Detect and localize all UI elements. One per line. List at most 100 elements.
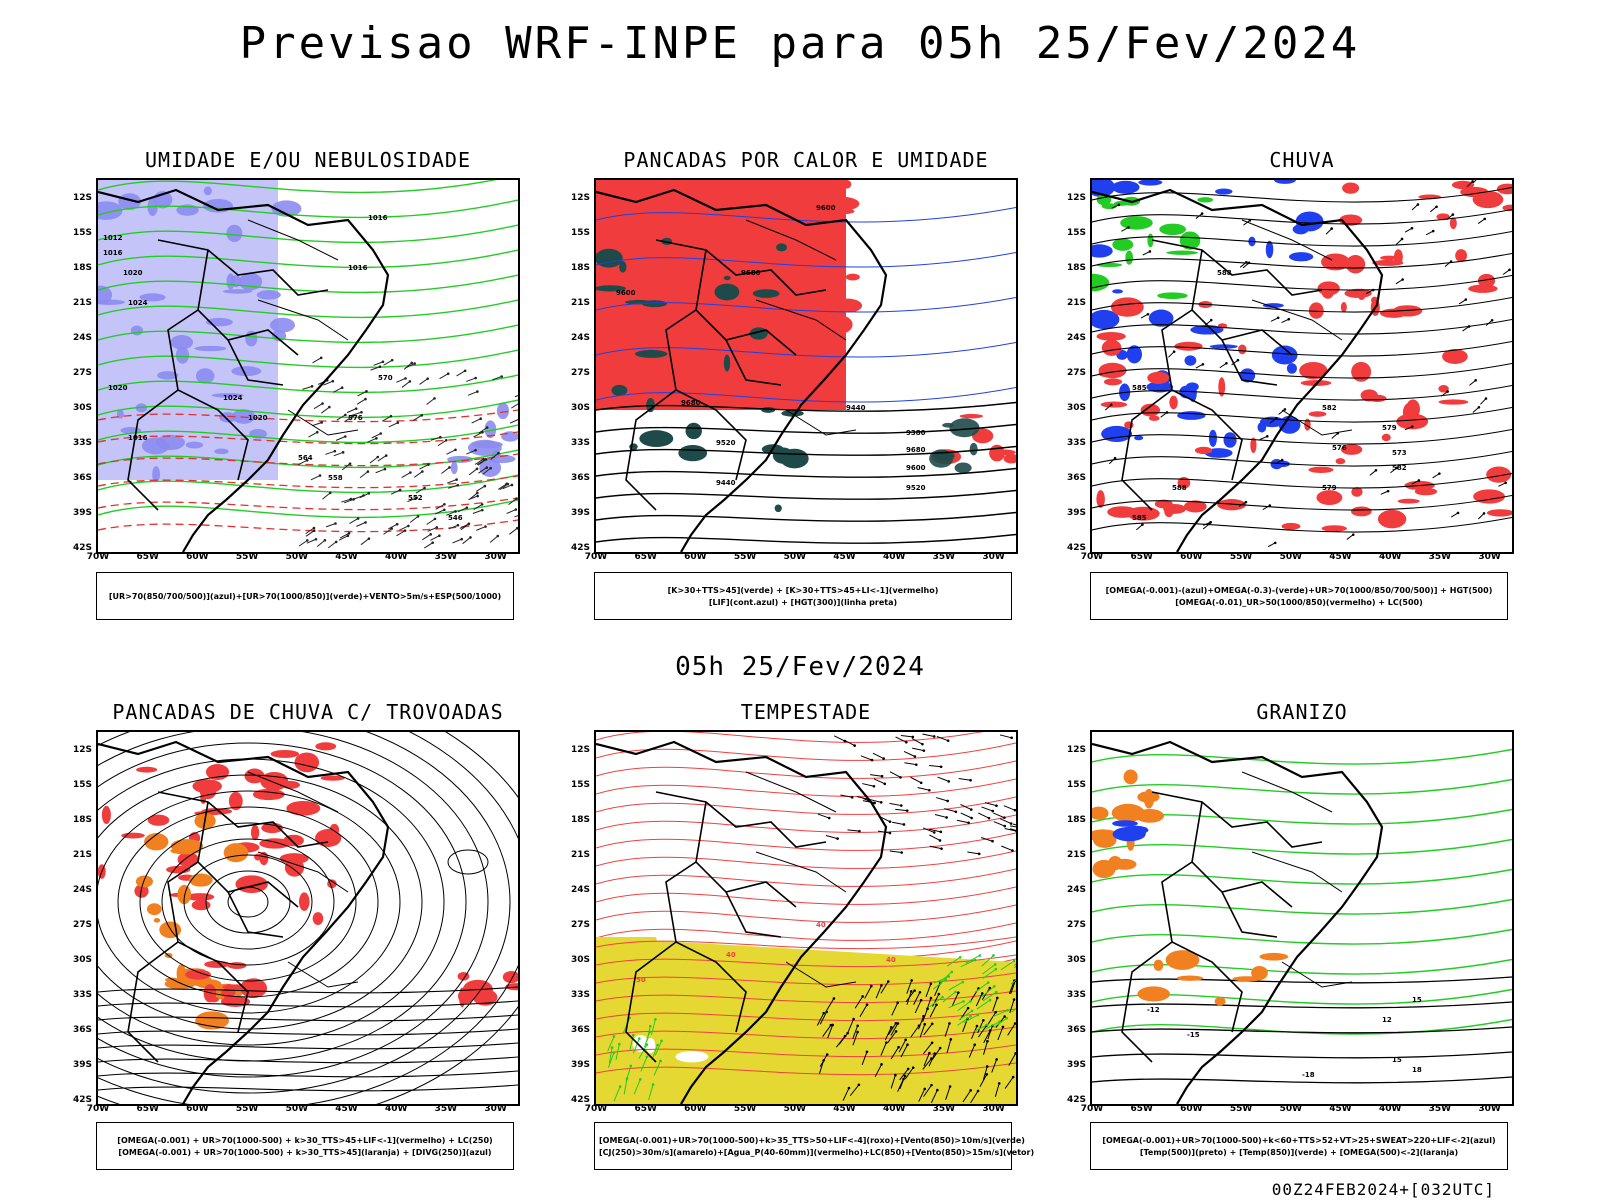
wind-vector-head [660, 1039, 663, 1043]
lat-tick-label: 15S [72, 780, 92, 790]
wind-vector [1202, 523, 1210, 530]
isoline [1092, 898, 1512, 915]
contour-label: 9680 [741, 269, 761, 277]
lat-tick-label: 21S [570, 298, 590, 308]
wind-vector-head [376, 455, 380, 459]
weather-area [1101, 203, 1117, 210]
wind-vector [388, 523, 398, 530]
lat-tick-label: 24S [570, 333, 590, 343]
wind-vector-head [1244, 500, 1248, 504]
wind-vector-head [1464, 298, 1468, 301]
wind-vector-head [632, 1033, 635, 1037]
weather-area [1197, 197, 1214, 203]
lat-tick-label: 12S [1066, 745, 1086, 755]
wind-vector-head [973, 1043, 977, 1047]
isoline [1092, 208, 1512, 225]
wind-vector [407, 497, 417, 503]
lat-tick-label: 21S [72, 298, 92, 308]
wind-vector [1444, 261, 1452, 268]
contour-label: 50 [636, 976, 646, 984]
weather-area [226, 224, 243, 242]
wind-vector-head [930, 1057, 933, 1060]
contour-label: 573 [1392, 449, 1407, 457]
map-canvas-pancadas-trovoadas [98, 732, 518, 1104]
wind-vector [383, 359, 393, 366]
state-borders [247, 219, 359, 436]
wind-vector-head [455, 478, 458, 481]
wind-vector [1195, 363, 1204, 369]
wind-vector [914, 1000, 922, 1014]
weather-area [596, 248, 623, 268]
wind-vector [898, 1039, 907, 1053]
weather-area [235, 875, 268, 894]
isoline [98, 199, 518, 219]
lat-tick-label: 30S [570, 955, 590, 965]
wind-vector [1395, 238, 1403, 245]
wind-vector-head [1416, 203, 1420, 206]
wind-vector [427, 526, 437, 532]
weather-area [1166, 250, 1198, 255]
contour-label: 579 [1322, 484, 1337, 492]
wind-vector [958, 777, 971, 781]
wind-vector-head [456, 523, 460, 527]
wind-vector [910, 776, 922, 784]
wind-vector-head [923, 1022, 927, 1026]
wind-vector [922, 733, 935, 737]
wind-vector-head [1001, 1025, 1005, 1029]
map-canvas-chuva: 588 585 582 579 576 573 588 585 582 579 [1092, 180, 1512, 552]
wind-vector [840, 794, 853, 798]
isoline [596, 511, 1016, 522]
wind-vector [1010, 979, 1016, 985]
weather-area [189, 873, 213, 887]
wind-vector [856, 795, 869, 800]
wind-vector [872, 752, 884, 760]
wind-vector-head [948, 1022, 951, 1025]
wind-vector-head [618, 1085, 622, 1088]
wind-vector [1274, 459, 1283, 465]
wind-vector-head [515, 526, 518, 530]
wind-vector-head [1245, 260, 1248, 264]
wind-vector-head [883, 782, 887, 786]
lon-tick-label: 50W [285, 552, 309, 562]
contour-label: 12 [1382, 1016, 1392, 1024]
weather-area [1123, 769, 1138, 785]
wind-vector [870, 774, 883, 777]
weather-area [752, 289, 780, 298]
state-borders [1241, 219, 1353, 436]
wind-vector [1012, 823, 1016, 826]
wind-vector-head [1287, 317, 1291, 321]
wind-vector [338, 535, 349, 541]
wind-vector [826, 998, 835, 1011]
wind-vector-head [1374, 469, 1378, 472]
wind-vector [993, 1017, 1008, 1028]
weather-area [1177, 477, 1191, 489]
wind-vector [1331, 432, 1339, 439]
wind-vector-head [938, 1046, 942, 1050]
wind-vector [359, 492, 369, 499]
wind-vector-head [937, 992, 941, 996]
coastline [596, 188, 888, 552]
wind-vector [359, 471, 369, 479]
wind-vector-head [865, 1050, 869, 1054]
weather-area [1003, 453, 1016, 464]
isoline [98, 497, 518, 511]
wind-vector [911, 737, 923, 745]
isoline [596, 297, 1016, 313]
weather-area [270, 749, 300, 758]
wind-vector-head [980, 992, 984, 995]
wind-vector-head [1109, 403, 1113, 407]
weather-area [203, 186, 212, 196]
wind-vector-head [1467, 325, 1471, 328]
wind-vector [354, 494, 364, 500]
wind-vector [985, 1021, 1000, 1030]
wind-vector [884, 1027, 892, 1041]
wind-vector [473, 431, 483, 438]
weather-area [1304, 418, 1311, 431]
wind-vector-head [1146, 312, 1150, 316]
lat-tick-label: 15S [1066, 780, 1086, 790]
wind-vector [1469, 379, 1476, 386]
legend-pancadas-trovoadas: [OMEGA(-0.001) + UR>70(1000-500) + k>30_… [96, 1122, 514, 1170]
wind-vector [415, 487, 425, 494]
wind-vector-head [827, 816, 831, 820]
weather-area [252, 788, 285, 801]
